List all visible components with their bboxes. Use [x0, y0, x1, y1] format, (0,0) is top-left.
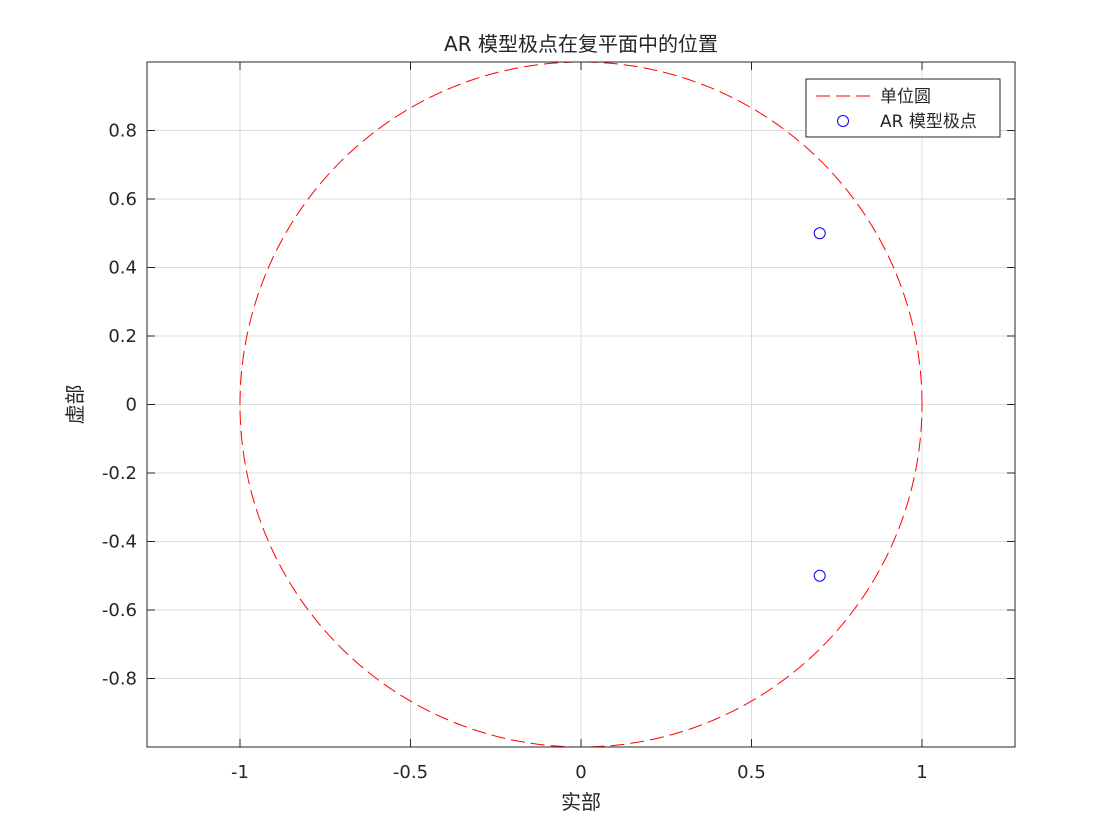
x-tick-label: 0.5 — [737, 762, 766, 783]
y-tick-label: 0.8 — [108, 121, 137, 142]
y-tick-label: 0.6 — [108, 189, 137, 210]
legend-marker-swatch — [837, 115, 849, 127]
x-tick-label: -1 — [231, 762, 249, 783]
axis-ticks: -1 -0.5 0 0.5 1 -0.8 -0.6 -0.4 -0.2 0 0.2 0.4 0.6 0.8 — [102, 62, 1015, 783]
legend-entry-label: AR 模型极点 — [880, 112, 977, 132]
x-tick-label: 1 — [916, 762, 927, 783]
legend: 单位圆 AR 模型极点 — [805, 78, 1001, 138]
y-tick-label: 0.2 — [108, 326, 137, 347]
y-tick-label: -0.6 — [102, 600, 137, 621]
legend-entry-label: 单位圆 — [880, 87, 931, 107]
x-tick-label: -0.5 — [393, 762, 428, 783]
y-tick-label: 0.4 — [108, 258, 137, 279]
y-axis-title: 虚部 — [63, 385, 87, 425]
y-tick-label: 0 — [126, 395, 137, 416]
plot-area-series — [239, 61, 923, 748]
grid-lines — [147, 62, 1015, 747]
legend-box — [805, 78, 1001, 138]
x-axis-title: 实部 — [561, 790, 601, 814]
pole-point — [813, 569, 826, 582]
y-tick-label: -0.4 — [102, 532, 137, 553]
x-tick-label: 0 — [575, 762, 586, 783]
y-tick-label: -0.8 — [102, 669, 137, 690]
chart-title: AR 模型极点在复平面中的位置 — [444, 32, 718, 56]
unit-circle-line — [239, 61, 923, 748]
y-tick-label: -0.2 — [102, 463, 137, 484]
pole-point — [813, 227, 826, 240]
